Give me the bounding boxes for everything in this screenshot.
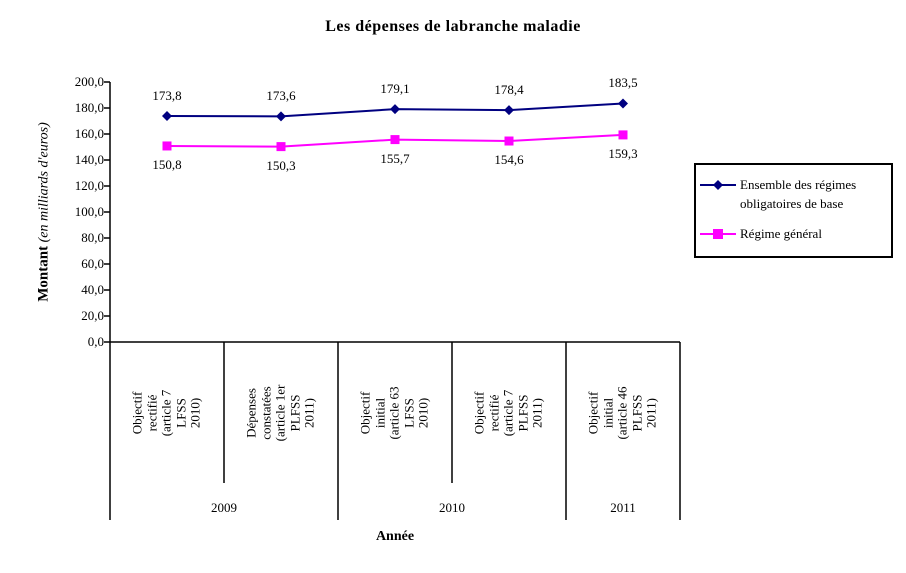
category-label-cell: Objectif initial (article 46 PLFSS 2011) [566,343,680,483]
data-label: 150,8 [152,156,182,172]
category-label-cell: Objectif rectifié (article 7 LFSS 2010) [110,343,224,483]
data-label: 173,6 [266,88,296,104]
square-marker-icon [700,228,736,239]
data-label: 173,8 [152,88,182,104]
data-label: 154,6 [494,152,524,168]
data-label: 179,1 [380,81,410,97]
category-label: Objectif initial (article 46 PLFSS 2011) [585,386,659,440]
category-label: Objectif rectifié (article 7 PLFSS 2011) [471,389,545,437]
category-label: Objectif initial (article 63 LFSS 2010) [357,386,431,440]
category-label: Objectif rectifié (article 7 LFSS 2010) [129,389,203,437]
x-axis-title: Année [375,529,415,544]
y-tick-label: 80,0 [81,230,104,245]
year-group-label: 2010 [439,500,465,515]
category-label-cell: Objectif initial (article 63 LFSS 2010) [338,343,452,483]
legend-entry-label: Ensemble des régimes obligatoires de bas… [740,177,857,211]
data-label: 183,5 [608,75,638,91]
legend-entry-label: Régime général [740,225,822,241]
y-tick-label: 20,0 [81,308,104,323]
category-label-cell: Objectif rectifié (article 7 PLFSS 2011) [452,343,566,483]
data-label: 159,3 [608,145,638,161]
data-label: 178,4 [494,82,524,98]
year-group-label: 2009 [211,500,237,515]
y-tick-label: 60,0 [81,256,104,271]
legend-box: Ensemble des régimes obligatoires de bas… [694,163,893,258]
data-label: 150,3 [266,157,296,173]
category-label: Dépenses constatées (article 1er PLFSS 2… [243,384,317,442]
chart-title: Les dépenses de labranche maladie [325,18,581,35]
category-label-cell: Dépenses constatées (article 1er PLFSS 2… [224,343,338,483]
legend-entry: Ensemble des régimes obligatoires de bas… [700,176,887,214]
y-tick-label: 200,0 [74,74,104,89]
y-tick-label: 180,0 [74,100,104,115]
legend-entry: Régime général [700,225,887,244]
y-tick-label: 160,0 [74,126,104,141]
data-label: 155,7 [380,150,410,166]
y-tick-label: 120,0 [74,178,104,193]
y-tick-label: 0,0 [87,334,104,349]
y-tick-label: 100,0 [74,204,104,219]
y-tick-label: 40,0 [81,282,104,297]
year-group-label: 2011 [610,500,636,515]
diamond-marker-icon [700,180,736,190]
y-tick-label: 140,0 [74,152,104,167]
